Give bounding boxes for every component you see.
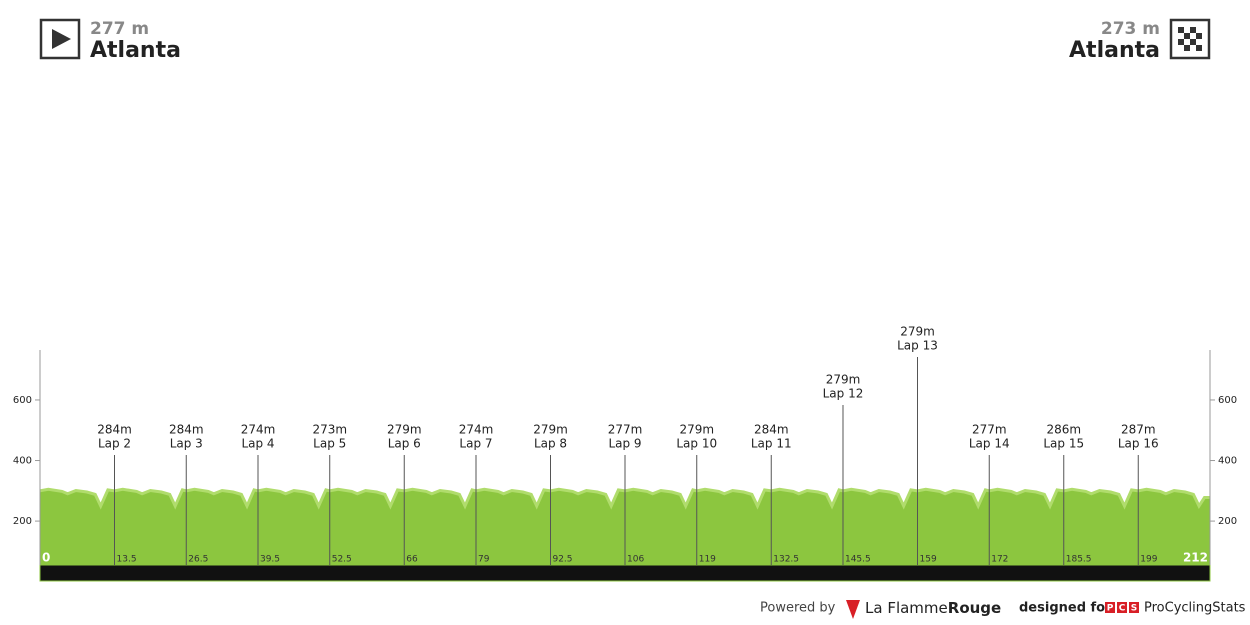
x-tick-label: 0 bbox=[42, 551, 50, 565]
brand-logo bbox=[846, 600, 860, 619]
pcs-box bbox=[1129, 602, 1139, 613]
start-icon bbox=[39, 18, 81, 60]
lap-altitude: 279m bbox=[387, 423, 422, 437]
lap-altitude: 279m bbox=[826, 373, 861, 387]
start-name: Atlanta bbox=[90, 38, 181, 63]
y-tick-label: 400 bbox=[1218, 456, 1237, 467]
x-tick-label: 145.5 bbox=[845, 555, 871, 565]
start-header: 277 m Atlanta bbox=[39, 18, 181, 63]
lap-label: Lap 16 bbox=[1118, 437, 1159, 451]
x-tick-label: 92.5 bbox=[552, 555, 572, 565]
lap-label: Lap 13 bbox=[897, 339, 938, 353]
x-tick-label: 119 bbox=[699, 555, 716, 565]
lap-label: Lap 8 bbox=[534, 437, 567, 451]
pcs-letter: S bbox=[1131, 604, 1137, 614]
pcs-box bbox=[1117, 602, 1127, 613]
lap-label: Lap 10 bbox=[676, 437, 717, 451]
y-tick-label: 200 bbox=[13, 516, 32, 527]
y-tick-label: 600 bbox=[1218, 395, 1237, 406]
lap-label: Lap 2 bbox=[98, 437, 131, 451]
lap-altitude: 274m bbox=[241, 423, 276, 437]
x-tick-label: 199 bbox=[1140, 555, 1157, 565]
lap-altitude: 284m bbox=[754, 423, 789, 437]
pcs-name: ProCyclingStats bbox=[1144, 601, 1246, 616]
lap-label: Lap 5 bbox=[313, 437, 346, 451]
lap-label: Lap 11 bbox=[751, 437, 792, 451]
powered-by: Powered by bbox=[760, 601, 836, 616]
x-tick-label: 185.5 bbox=[1066, 555, 1092, 565]
x-tick-label: 132.5 bbox=[773, 555, 799, 565]
finish-header: 273 m Atlanta bbox=[1069, 18, 1211, 63]
finish-name: Atlanta bbox=[1069, 38, 1160, 63]
lap-altitude: 277m bbox=[608, 423, 643, 437]
x-tick-label: 159 bbox=[920, 555, 937, 565]
lap-altitude: 287m bbox=[1121, 423, 1156, 437]
lap-label: Lap 7 bbox=[459, 437, 492, 451]
y-tick-label: 400 bbox=[13, 456, 32, 467]
lap-label: Lap 14 bbox=[969, 437, 1010, 451]
lap-altitude: 273m bbox=[312, 423, 347, 437]
lap-altitude: 284m bbox=[97, 423, 132, 437]
y-tick-label: 200 bbox=[1218, 516, 1237, 527]
designed-for: designed for bbox=[1019, 601, 1112, 616]
finish-altitude: 273 m bbox=[1101, 19, 1160, 39]
footer: Powered by La FlammeRouge designed for P… bbox=[760, 599, 1246, 619]
x-tick-label: 52.5 bbox=[332, 555, 352, 565]
lap-altitude: 279m bbox=[533, 423, 568, 437]
start-altitude: 277 m bbox=[90, 19, 149, 39]
brand-light: La Flamme bbox=[865, 599, 948, 617]
x-tick-label: 26.5 bbox=[188, 555, 208, 565]
lap-altitude: 279m bbox=[900, 325, 935, 339]
x-tick-label: 79 bbox=[478, 555, 490, 565]
brand-bold: Rouge bbox=[948, 599, 1001, 617]
lap-label: Lap 4 bbox=[241, 437, 274, 451]
x-tick-label: 106 bbox=[627, 555, 644, 565]
finish-icon bbox=[1169, 18, 1211, 60]
x-tick-label: 172 bbox=[991, 555, 1008, 565]
pcs-letter: C bbox=[1119, 604, 1126, 614]
lap-label: Lap 15 bbox=[1043, 437, 1084, 451]
brand: La FlammeRouge bbox=[865, 599, 1001, 617]
x-tick-label: 13.5 bbox=[117, 555, 137, 565]
lap-label: Lap 9 bbox=[608, 437, 641, 451]
pcs-letter: P bbox=[1107, 604, 1114, 614]
start-icon-arrow bbox=[52, 29, 71, 49]
x-tick-label: 39.5 bbox=[260, 555, 280, 565]
lap-altitude: 286m bbox=[1046, 423, 1081, 437]
lap-label: Lap 6 bbox=[388, 437, 421, 451]
lap-altitude: 284m bbox=[169, 423, 204, 437]
lap-altitude: 274m bbox=[459, 423, 494, 437]
lap-altitude: 279m bbox=[679, 423, 714, 437]
x-tick-label: 212 bbox=[1183, 551, 1208, 565]
lap-label: Lap 12 bbox=[823, 387, 864, 401]
pcs-box bbox=[1105, 602, 1115, 613]
y-tick-label: 600 bbox=[13, 395, 32, 406]
base-bar bbox=[39, 564, 1211, 582]
lap-label: Lap 3 bbox=[170, 437, 203, 451]
finish-flag bbox=[1178, 27, 1202, 51]
x-tick-label: 66 bbox=[406, 555, 418, 565]
lap-altitude: 277m bbox=[972, 423, 1007, 437]
